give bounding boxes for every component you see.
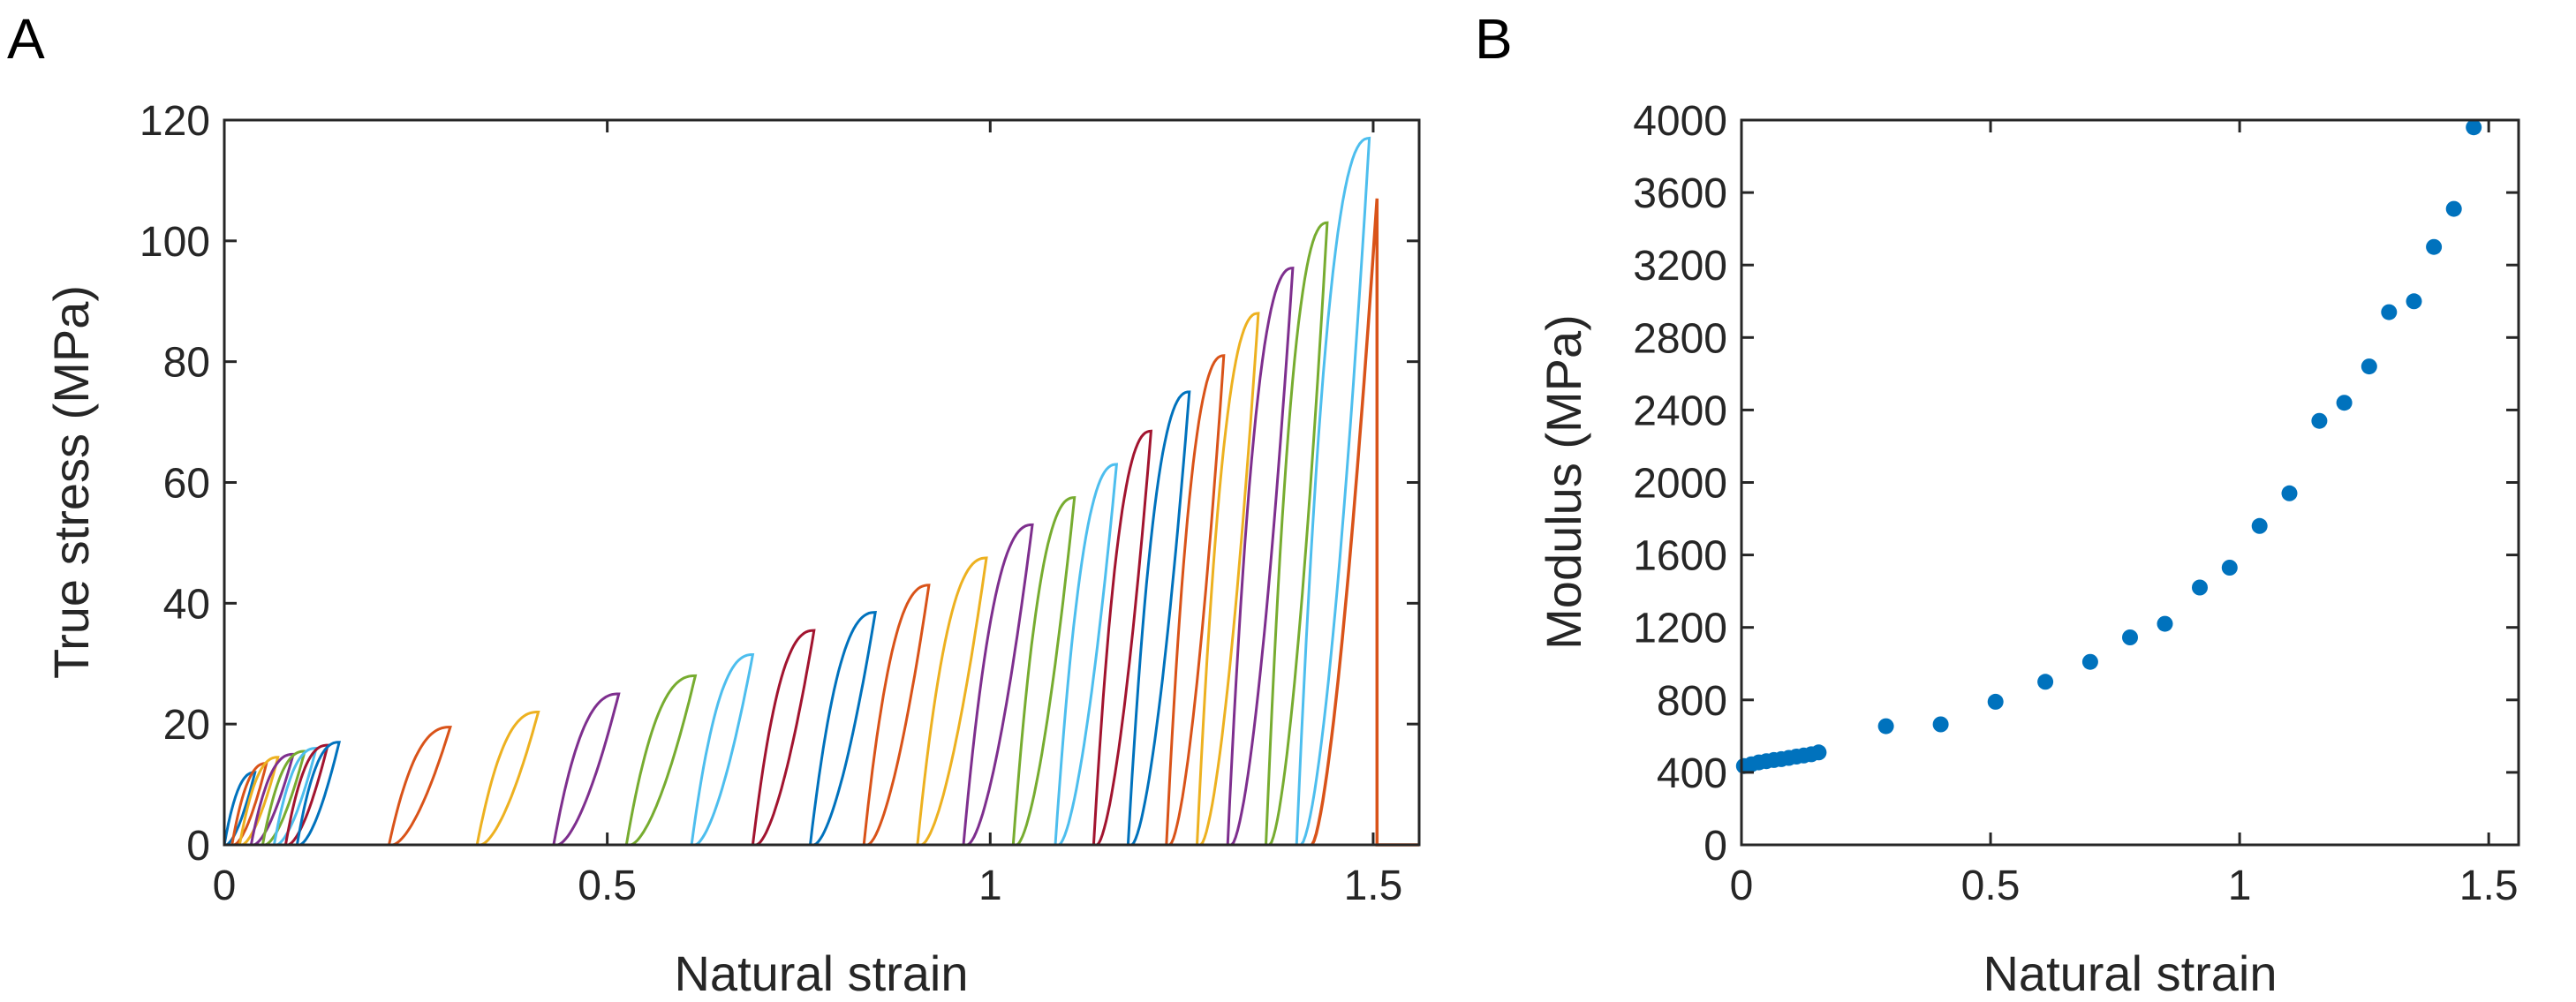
panel-b-modulus: B 0 0.5 1 1.5 0 400 800 1200 1600 2000 2400 2800 320…	[1475, 7, 2520, 1001]
panel-label-a: A	[7, 7, 45, 71]
y-tick-label: 2000	[1633, 461, 1727, 508]
y-tick-label: 1600	[1633, 533, 1727, 580]
stress-strain-loop	[1054, 463, 1119, 847]
panel-a-axes-frame	[223, 118, 1421, 847]
x-tick-label: 1	[978, 863, 1002, 909]
panel-label-b: B	[1475, 7, 1513, 71]
x-tick-label: 1.5	[1344, 863, 1403, 909]
stress-strain-loop	[1126, 390, 1191, 847]
y-tick-label: 1200	[1633, 606, 1727, 652]
modulus-point	[2381, 304, 2398, 320]
y-tick-label: 0	[186, 823, 210, 870]
stress-strain-loop	[690, 653, 755, 847]
x-tick-label: 1.5	[2459, 863, 2519, 909]
y-tick-label: 100	[140, 219, 210, 266]
stress-strain-loop	[223, 771, 257, 847]
modulus-point	[2406, 293, 2422, 310]
modulus-point	[2466, 119, 2482, 136]
stress-strain-loop	[388, 726, 452, 847]
modulus-point	[1987, 693, 2004, 710]
y-tick-label: 3600	[1633, 170, 1727, 217]
stress-strain-loop	[1295, 136, 1371, 846]
x-tick-label: 0.5	[1961, 863, 2021, 909]
y-tick-label: 3200	[1633, 243, 1727, 290]
modulus-point	[2081, 653, 2098, 670]
panel-b-y-axis-label: Modulus (MPa)	[1536, 314, 1591, 650]
modulus-point	[1810, 744, 1827, 761]
modulus-point	[2251, 517, 2268, 534]
modulus-point	[2361, 358, 2377, 375]
x-tick-label: 0.5	[578, 863, 637, 909]
x-tick-label: 0	[1730, 863, 1754, 909]
y-tick-label: 2800	[1633, 315, 1727, 362]
stress-strain-loop	[295, 741, 342, 847]
stress-strain-loop	[809, 611, 877, 847]
modulus-point	[2221, 560, 2238, 576]
modulus-point	[2311, 412, 2328, 429]
y-tick-label: 0	[1703, 823, 1727, 870]
panel-a-y-axis-label: True stress (MPa)	[43, 285, 99, 679]
panel-a-ticks: 0 0.5 1 1.5 0 20 40 60 80 100 120	[140, 98, 1419, 909]
panel-a-stress-strain: A 0 0.5 1 1.5 0 20 40 60 80 100 120 Natural strain…	[7, 7, 1421, 1001]
y-tick-label: 400	[1657, 750, 1727, 797]
y-tick-label: 2400	[1633, 388, 1727, 434]
stress-strain-loop	[751, 629, 816, 847]
y-tick-label: 120	[140, 98, 210, 145]
stress-strain-loop	[1011, 496, 1076, 847]
modulus-point	[1877, 718, 1894, 735]
panel-b-axes-frame	[1740, 118, 2520, 847]
x-tick-label: 0	[213, 863, 237, 909]
stress-strain-loop	[1165, 354, 1226, 846]
panel-b-x-axis-label: Natural strain	[1983, 945, 2277, 1001]
modulus-point	[2037, 674, 2054, 690]
stress-strain-loop	[624, 674, 698, 847]
panel-b-ticks: 0 0.5 1 1.5 0 400 800 1200 1600 2000 2400 2800 3200 3…	[1633, 98, 2519, 909]
stress-strain-loop	[1226, 266, 1295, 846]
stress-strain-loop	[475, 711, 540, 847]
modulus-point	[2157, 615, 2173, 632]
stress-strain-loop	[916, 556, 988, 847]
modulus-point	[2281, 485, 2298, 501]
stress-strain-loop	[862, 584, 931, 847]
stress-strain-loop	[1265, 221, 1329, 846]
final-loading-curve	[1311, 198, 1419, 847]
modulus-point	[2336, 395, 2353, 411]
stress-strain-loop	[1092, 429, 1153, 847]
stress-strain-loop	[1196, 312, 1260, 846]
panel-b-plot-area	[1735, 119, 2482, 774]
panel-a-x-axis-label: Natural strain	[674, 945, 968, 1001]
x-tick-label: 1	[2228, 863, 2252, 909]
y-tick-label: 4000	[1633, 98, 1727, 145]
y-tick-label: 60	[163, 461, 210, 508]
modulus-point	[2122, 629, 2138, 645]
modulus-point	[2426, 238, 2443, 255]
modulus-point	[2445, 200, 2462, 217]
modulus-point	[1932, 716, 1949, 733]
panel-a-plot-area	[223, 136, 1419, 847]
y-tick-label: 800	[1657, 678, 1727, 725]
y-tick-label: 40	[163, 581, 210, 628]
stress-strain-loop	[552, 692, 621, 847]
y-tick-label: 80	[163, 340, 210, 387]
y-tick-label: 20	[163, 702, 210, 749]
modulus-point	[2192, 579, 2208, 596]
stress-strain-loop	[962, 523, 1034, 847]
